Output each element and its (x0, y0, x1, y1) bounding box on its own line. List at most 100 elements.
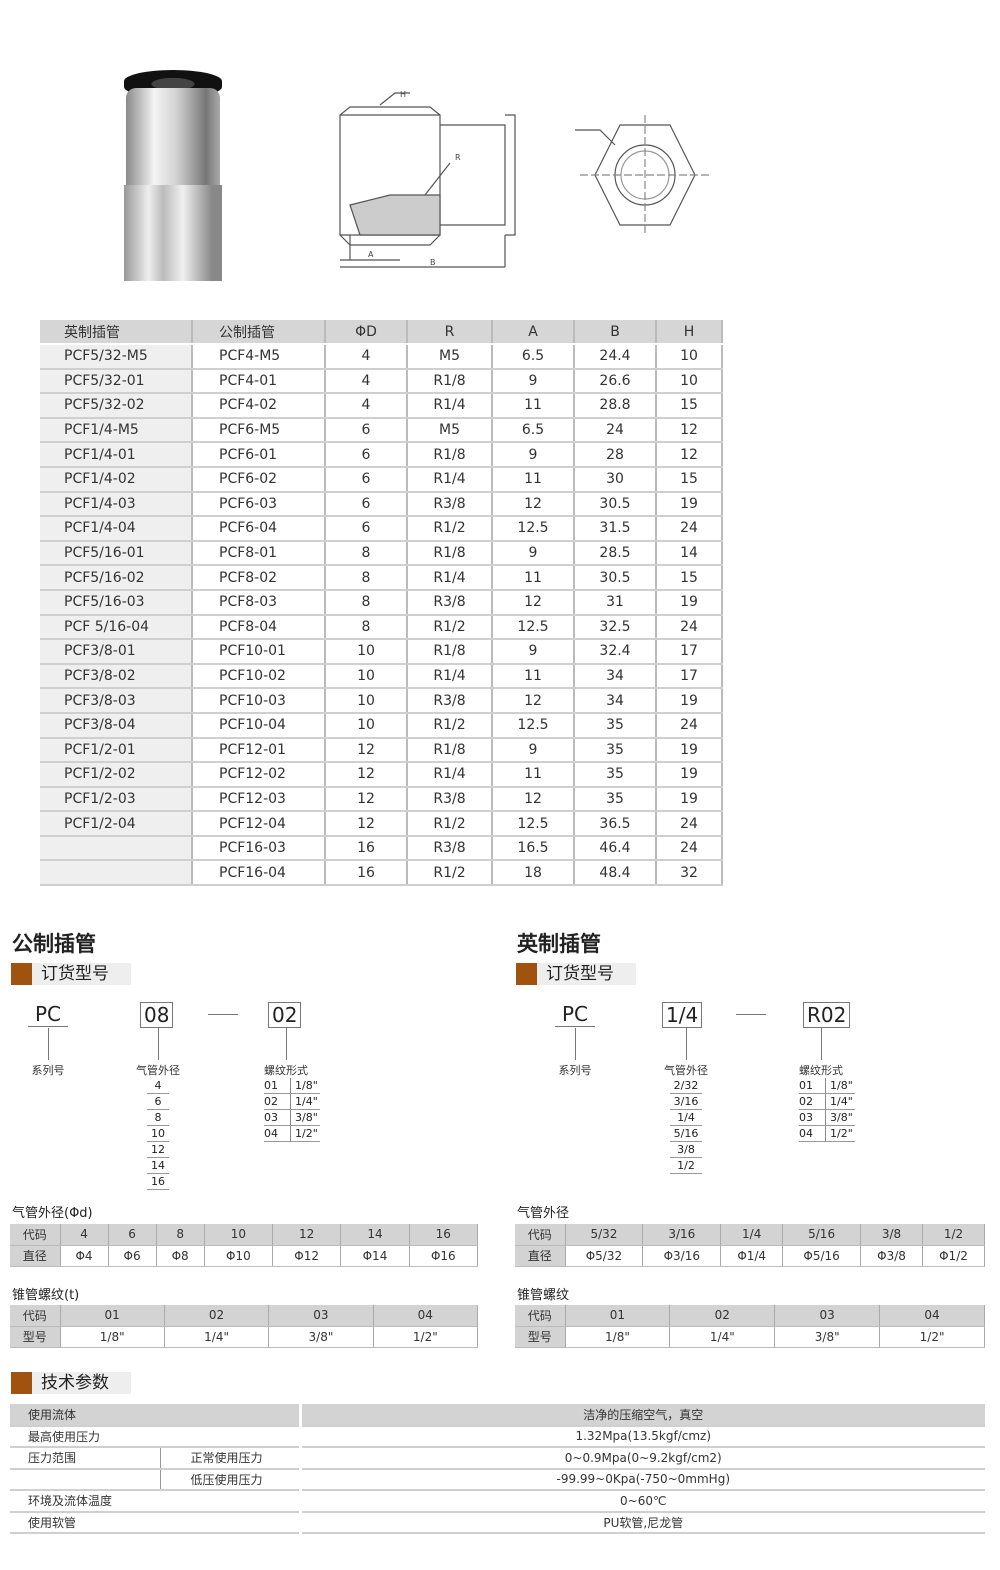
thread-option: 01 1/8" (264, 1078, 320, 1094)
table-cell: R1/8 (407, 540, 493, 567)
table-cell: Φ8 (156, 1245, 205, 1267)
table-cell: PCF16-03 (192, 835, 326, 862)
table-row: PCF1/4-03 PCF6-03 6 R3/8 12 30.5 19 (40, 491, 723, 518)
thread-code-value: 02 (799, 1094, 826, 1109)
table-cell: 9 (492, 442, 575, 468)
table-cell: 10 (325, 712, 408, 739)
table-cell: 9 (492, 540, 575, 567)
diameter-option: 3/8 (670, 1142, 702, 1158)
param-value: 0~60℃ (298, 1490, 985, 1513)
table-cell: R3/8 (407, 786, 493, 813)
table-row: 代码 01 02 03 04 (10, 1305, 479, 1327)
table-cell: 9 (492, 737, 575, 764)
table-cell: PCF1/2-04 (40, 811, 193, 837)
table-cell: 12 (325, 811, 408, 837)
thread-size-value: 1/8" (295, 1079, 318, 1092)
table-cell: 1/2" (879, 1326, 985, 1348)
table-cell: R3/8 (407, 491, 493, 518)
imperial-section-header: 订货型号 (516, 963, 636, 985)
table-cell: R1/8 (407, 368, 493, 395)
table-cell: Φ5/32 (565, 1245, 644, 1267)
imperial-thread-title: 锥管螺纹 (517, 1288, 570, 1303)
series-label: 系列号 (31, 1064, 65, 1077)
column-header: A (492, 320, 575, 345)
table-cell: R3/8 (407, 688, 493, 714)
table-cell: 11 (492, 762, 575, 788)
table-cell: R1/4 (407, 393, 493, 419)
table-cell: 15 (656, 565, 723, 591)
table-cell: 4 (325, 368, 408, 395)
table-cell: 1/4" (669, 1326, 776, 1348)
series-label: 系列号 (558, 1064, 592, 1077)
table-cell: 1/2 (922, 1224, 986, 1246)
thread-label: 螺纹形式 (264, 1064, 308, 1077)
table-cell: 6 (108, 1224, 157, 1246)
diameter-option: 1/4 (670, 1110, 702, 1126)
connector-line (48, 1028, 49, 1060)
imperial-tube-table: 代码 5/32 3/16 1/4 5/16 3/8 1/2 直径 Φ5/32 Φ3/16 Φ1/4 Φ… (515, 1224, 986, 1267)
table-cell: 8 (325, 614, 408, 641)
table-cell: PCF10-01 (192, 639, 326, 665)
table-cell: 46.4 (574, 835, 657, 862)
table-row: PCF16-03 16 R3/8 16.5 46.4 24 (40, 835, 723, 862)
table-cell: 1/2" (373, 1326, 479, 1348)
table-row: PCF5/16-03 PCF8-03 8 R3/8 12 31 19 (40, 589, 723, 616)
table-cell: PCF1/2-03 (40, 786, 193, 813)
table-row: PCF5/32-02 PCF4-02 4 R1/4 11 28.8 15 (40, 393, 723, 419)
table-cell: Φ4 (60, 1245, 109, 1267)
table-cell: 12 (325, 762, 408, 788)
table-cell: 30 (574, 466, 657, 493)
table-cell: 34 (574, 688, 657, 714)
table-cell: R1/2 (407, 614, 493, 641)
table-cell: 26.6 (574, 368, 657, 395)
thread-option: 03 3/8" (264, 1110, 320, 1126)
table-cell: 15 (656, 466, 723, 493)
table-cell: 4 (60, 1224, 109, 1246)
thread-option: 02 1/4" (799, 1094, 855, 1110)
table-cell: 19 (656, 589, 723, 616)
spec-table: 英制插管 公制插管 ΦD R A B H PCF5/32-M5 PCF4-M5 4 M5 6.5 24.… (40, 320, 723, 887)
table-cell: 02 (669, 1305, 776, 1327)
table-cell: 34 (574, 663, 657, 690)
table-cell: R1/2 (407, 811, 493, 837)
table-cell: 19 (656, 762, 723, 788)
table-row: PCF1/2-03 PCF12-03 12 R3/8 12 35 19 (40, 786, 723, 813)
row-header: 型号 (10, 1326, 61, 1348)
row-header: 代码 (515, 1305, 566, 1327)
table-cell: 32.5 (574, 614, 657, 641)
thread-option: 02 1/4" (264, 1094, 320, 1110)
metric-section-header: 订货型号 (11, 963, 131, 985)
table-cell: 8 (325, 565, 408, 591)
section-label: 订货型号 (41, 964, 109, 984)
table-row: 直径 Φ5/32 Φ3/16 Φ1/4 Φ5/16 Φ3/8 Φ1/2 (515, 1245, 986, 1267)
table-cell: R1/4 (407, 565, 493, 591)
table-cell: 6 (325, 491, 408, 518)
table-cell: 16.5 (492, 835, 575, 862)
table-cell: Φ3/8 (860, 1245, 923, 1267)
diameter-code: 1/4 (662, 1002, 703, 1028)
column-header: 公制插管 (192, 320, 326, 345)
table-cell: 19 (656, 786, 723, 813)
diameter-option: 4 (147, 1078, 169, 1094)
diameter-option: 5/16 (670, 1126, 702, 1142)
table-row: PCF3/8-04 PCF10-04 10 R1/2 12.5 35 24 (40, 712, 723, 739)
tech-row: 最高使用压力 1.32Mpa(13.5kgf/cmz) (10, 1425, 985, 1448)
fitting-hex (124, 185, 222, 281)
connector-line (575, 1028, 576, 1060)
section-label: 技术参数 (41, 1373, 109, 1393)
table-cell: Φ10 (204, 1245, 274, 1267)
table-cell: 12 (325, 786, 408, 813)
table-row: PCF1/2-01 PCF12-01 12 R1/8 9 35 19 (40, 737, 723, 764)
table-cell (40, 835, 193, 862)
table-cell: R1/8 (407, 442, 493, 468)
table-cell: PCF6-03 (192, 491, 326, 518)
table-cell: Φ6 (108, 1245, 157, 1267)
table-cell: PCF8-03 (192, 589, 326, 616)
table-cell: 12.5 (492, 712, 575, 739)
table-cell: Φ12 (272, 1245, 342, 1267)
table-cell: 24.4 (574, 344, 657, 370)
table-cell: 1/8" (565, 1326, 671, 1348)
table-row: PCF1/4-02 PCF6-02 6 R1/4 11 30 15 (40, 466, 723, 493)
table-cell: PCF1/4-01 (40, 442, 193, 468)
table-header-row: 英制插管 公制插管 ΦD R A B H (40, 320, 723, 345)
